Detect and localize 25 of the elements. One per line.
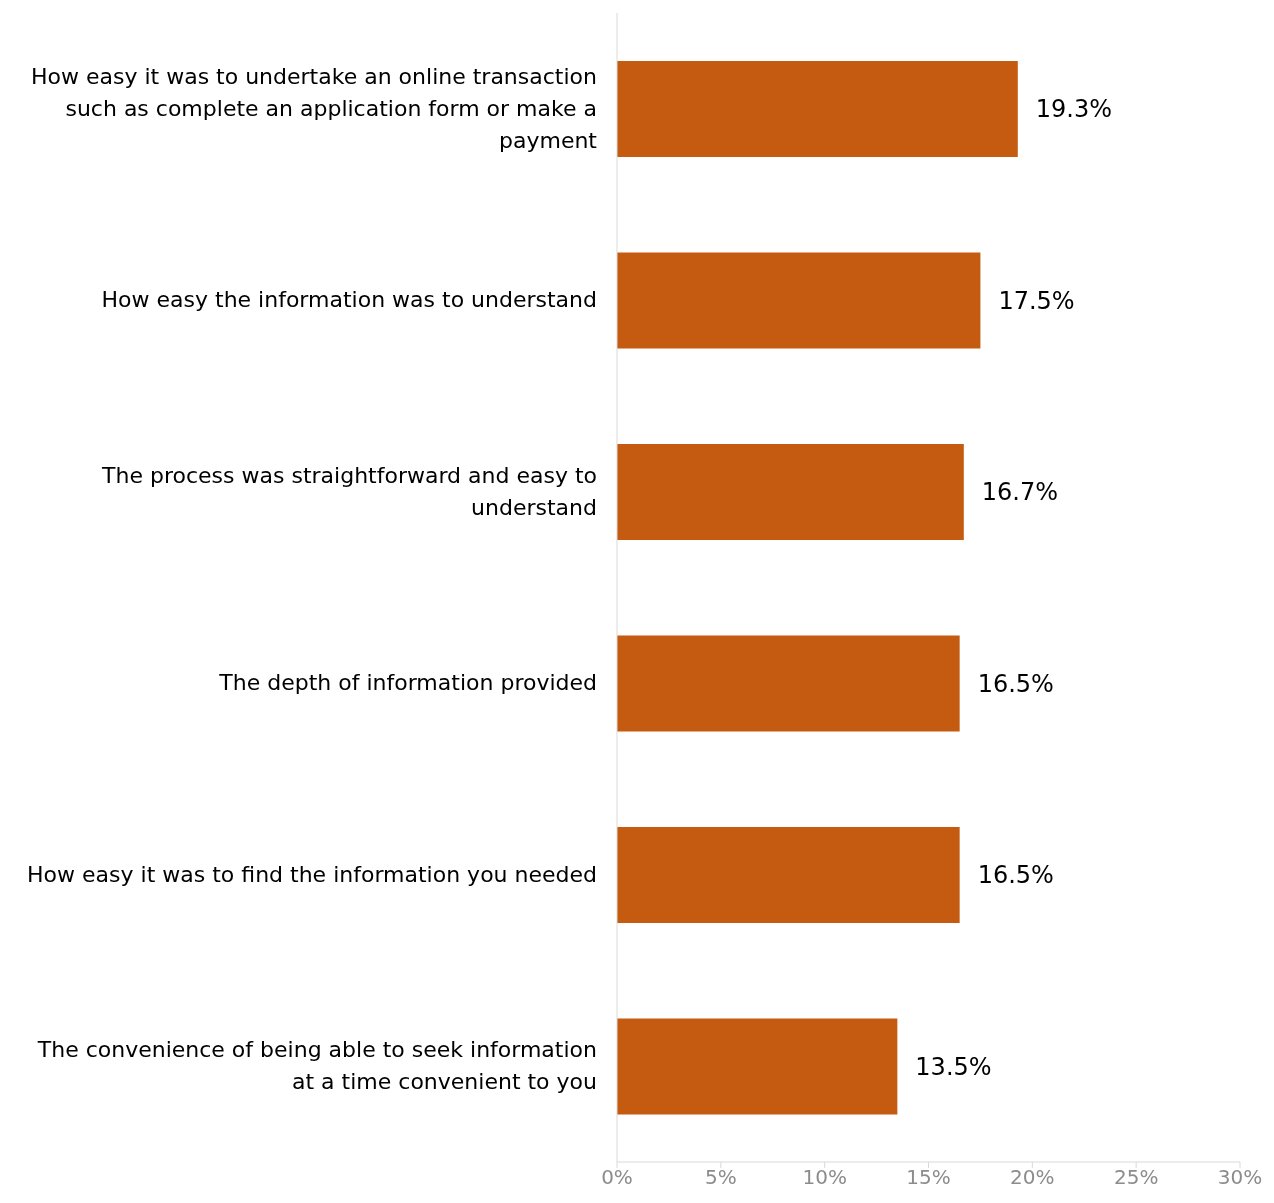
bar bbox=[617, 443, 964, 540]
data-label: 13.5% bbox=[915, 1052, 992, 1081]
x-tick-label: 25% bbox=[1113, 1165, 1159, 1190]
bar bbox=[617, 60, 1018, 157]
data-label: 17.5% bbox=[998, 286, 1075, 315]
y-tick-label: How easy the information was to understand bbox=[101, 286, 597, 315]
x-tick-label: 5% bbox=[704, 1165, 737, 1190]
bar bbox=[617, 826, 960, 923]
data-label: 19.3% bbox=[1035, 95, 1113, 124]
bar bbox=[617, 1018, 898, 1115]
y-tick-label: The depth of information provided bbox=[219, 669, 597, 698]
data-label: 16.5% bbox=[977, 861, 1054, 890]
bar bbox=[617, 635, 960, 732]
y-tick-label: How easy it was to find the information you needed bbox=[27, 860, 597, 889]
x-tick-label: 0% bbox=[601, 1165, 633, 1190]
x-tick-label: 30% bbox=[1217, 1165, 1263, 1190]
x-tick-label: 15% bbox=[906, 1165, 951, 1190]
y-tick-label: The process was straightforward and easy to understand bbox=[101, 461, 597, 522]
data-label: 16.5% bbox=[977, 669, 1054, 698]
data-label: 16.7% bbox=[981, 478, 1059, 507]
y-tick-label: The convenience of being able to seek information at a time convenient to you bbox=[36, 1036, 597, 1097]
x-tick-label: 20% bbox=[1010, 1165, 1055, 1190]
bar bbox=[617, 252, 981, 349]
y-tick-label: How easy it was to undertake an online transaction such as complete an application form or make a payment bbox=[29, 62, 597, 155]
x-tick-label: 10% bbox=[802, 1165, 847, 1190]
